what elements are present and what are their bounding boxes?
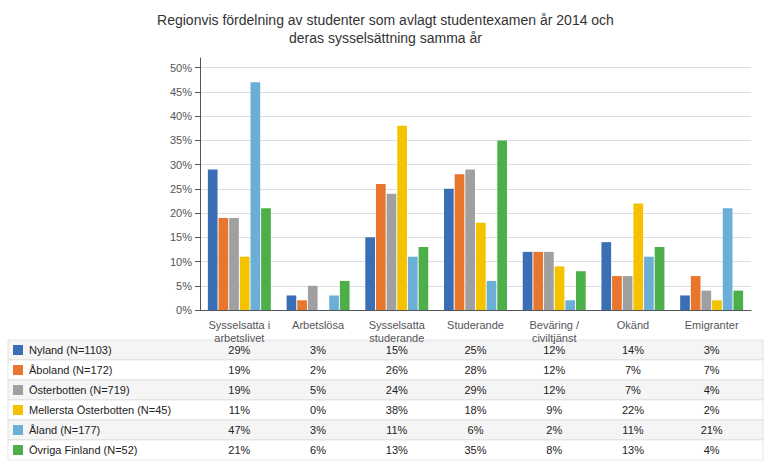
svg-text:7%: 7% [625, 384, 641, 396]
svg-text:Beväring /: Beväring / [529, 319, 579, 331]
svg-text:Övriga Finland (N=52): Övriga Finland (N=52) [29, 444, 138, 456]
svg-text:40%: 40% [170, 110, 192, 122]
svg-text:26%: 26% [386, 364, 408, 376]
svg-text:Åland (N=177): Åland (N=177) [29, 424, 100, 436]
svg-text:29%: 29% [228, 344, 250, 356]
svg-text:19%: 19% [228, 364, 250, 376]
svg-text:21%: 21% [701, 424, 723, 436]
svg-text:4%: 4% [704, 384, 720, 396]
svg-text:25%: 25% [170, 183, 192, 195]
svg-text:10%: 10% [170, 256, 192, 268]
svg-text:21%: 21% [228, 444, 250, 456]
svg-text:45%: 45% [170, 86, 192, 98]
svg-text:6%: 6% [468, 424, 484, 436]
svg-text:38%: 38% [386, 404, 408, 416]
svg-text:24%: 24% [386, 384, 408, 396]
svg-text:50%: 50% [170, 62, 192, 74]
svg-text:Nyland (N=1103): Nyland (N=1103) [29, 344, 112, 356]
svg-text:Emigranter: Emigranter [685, 319, 739, 331]
svg-text:Åboland (N=172): Åboland (N=172) [29, 364, 112, 376]
svg-text:5%: 5% [176, 280, 192, 292]
svg-text:35%: 35% [170, 134, 192, 146]
svg-text:47%: 47% [228, 424, 250, 436]
svg-text:28%: 28% [464, 364, 486, 376]
svg-text:0%: 0% [176, 304, 192, 316]
svg-text:13%: 13% [386, 444, 408, 456]
svg-text:0%: 0% [310, 404, 326, 416]
svg-text:Okänd: Okänd [617, 319, 649, 331]
svg-text:deras sysselsättning samma år: deras sysselsättning samma år [289, 30, 482, 46]
svg-text:19%: 19% [228, 384, 250, 396]
svg-text:4%: 4% [704, 444, 720, 456]
svg-text:9%: 9% [546, 404, 562, 416]
svg-text:Regionvis fördelning av studen: Regionvis fördelning av studenter som av… [157, 12, 614, 28]
svg-text:3%: 3% [704, 344, 720, 356]
svg-text:3%: 3% [310, 344, 326, 356]
svg-text:20%: 20% [170, 207, 192, 219]
svg-text:22%: 22% [622, 404, 644, 416]
svg-text:2%: 2% [310, 364, 326, 376]
svg-text:25%: 25% [464, 344, 486, 356]
svg-text:2%: 2% [704, 404, 720, 416]
svg-text:35%: 35% [464, 444, 486, 456]
svg-text:15%: 15% [386, 344, 408, 356]
svg-text:18%: 18% [464, 404, 486, 416]
svg-text:Österbotten (N=719): Österbotten (N=719) [29, 384, 130, 396]
svg-text:7%: 7% [625, 364, 641, 376]
svg-text:3%: 3% [310, 424, 326, 436]
svg-text:13%: 13% [622, 444, 644, 456]
svg-text:arbetslivet: arbetslivet [214, 332, 264, 344]
svg-text:studerande: studerande [369, 332, 424, 344]
svg-text:6%: 6% [310, 444, 326, 456]
svg-text:11%: 11% [386, 424, 407, 436]
svg-text:Arbetslösa: Arbetslösa [292, 319, 345, 331]
svg-text:29%: 29% [464, 384, 486, 396]
svg-text:Sysselsatta i: Sysselsatta i [208, 319, 270, 331]
svg-text:15%: 15% [170, 231, 192, 243]
svg-text:Studerande: Studerande [447, 319, 504, 331]
svg-text:12%: 12% [543, 384, 565, 396]
svg-text:11%: 11% [622, 424, 643, 436]
svg-text:civiltjänst: civiltjänst [532, 332, 577, 344]
svg-text:12%: 12% [543, 344, 565, 356]
svg-text:14%: 14% [622, 344, 644, 356]
svg-text:Sysselsatta: Sysselsatta [369, 319, 426, 331]
svg-text:7%: 7% [704, 364, 720, 376]
svg-text:11%: 11% [229, 404, 250, 416]
svg-text:Mellersta Österbotten (N=45): Mellersta Österbotten (N=45) [29, 404, 171, 416]
svg-text:12%: 12% [543, 364, 565, 376]
svg-text:2%: 2% [546, 424, 562, 436]
svg-text:8%: 8% [546, 444, 562, 456]
svg-text:30%: 30% [170, 159, 192, 171]
svg-text:5%: 5% [310, 384, 326, 396]
